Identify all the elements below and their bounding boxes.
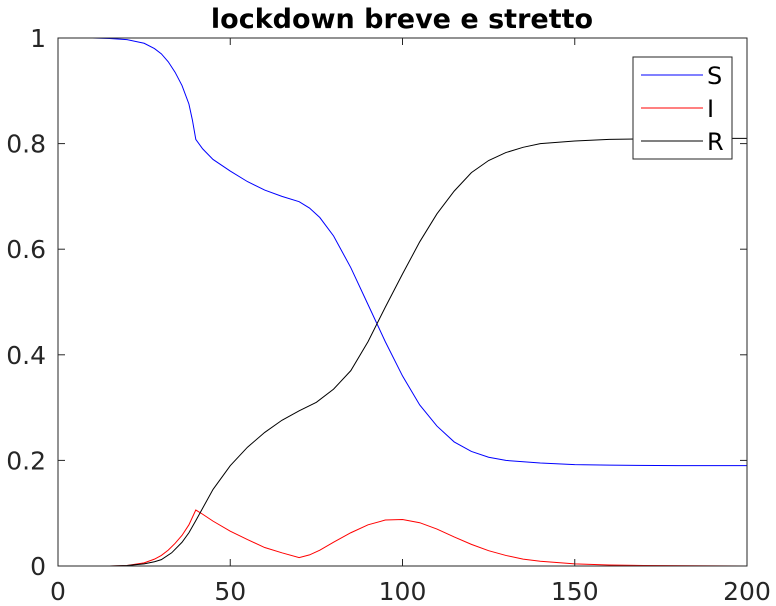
legend: SIR — [632, 56, 733, 160]
tick-labels-layer: 0 50 100 150 200 0 0.2 0.4 0.6 0.8 1 — [6, 24, 771, 606]
legend-label-i: I — [707, 95, 714, 123]
y-tick-label: 0.2 — [6, 446, 46, 475]
series-layer — [58, 38, 747, 566]
series-line-i — [58, 509, 747, 566]
series-line-r — [58, 137, 747, 566]
y-tick-label: 1 — [30, 24, 46, 53]
series-line-s — [58, 38, 747, 467]
y-tick-label: 0.4 — [6, 341, 46, 370]
y-tick-label: 0 — [30, 552, 46, 581]
x-tick-label: 50 — [214, 577, 246, 606]
x-tick-label: 150 — [551, 577, 599, 606]
y-tick-label: 0.6 — [6, 235, 46, 264]
x-tick-label: 0 — [50, 577, 66, 606]
ticks-layer — [57, 37, 748, 567]
x-tick-label: 100 — [379, 577, 427, 606]
legend-label-r: R — [707, 128, 724, 156]
x-tick-label: 200 — [723, 577, 771, 606]
y-tick-label: 0.8 — [6, 130, 46, 159]
chart-title: lockdown breve e stretto — [211, 4, 593, 35]
legend-label-s: S — [707, 62, 722, 90]
